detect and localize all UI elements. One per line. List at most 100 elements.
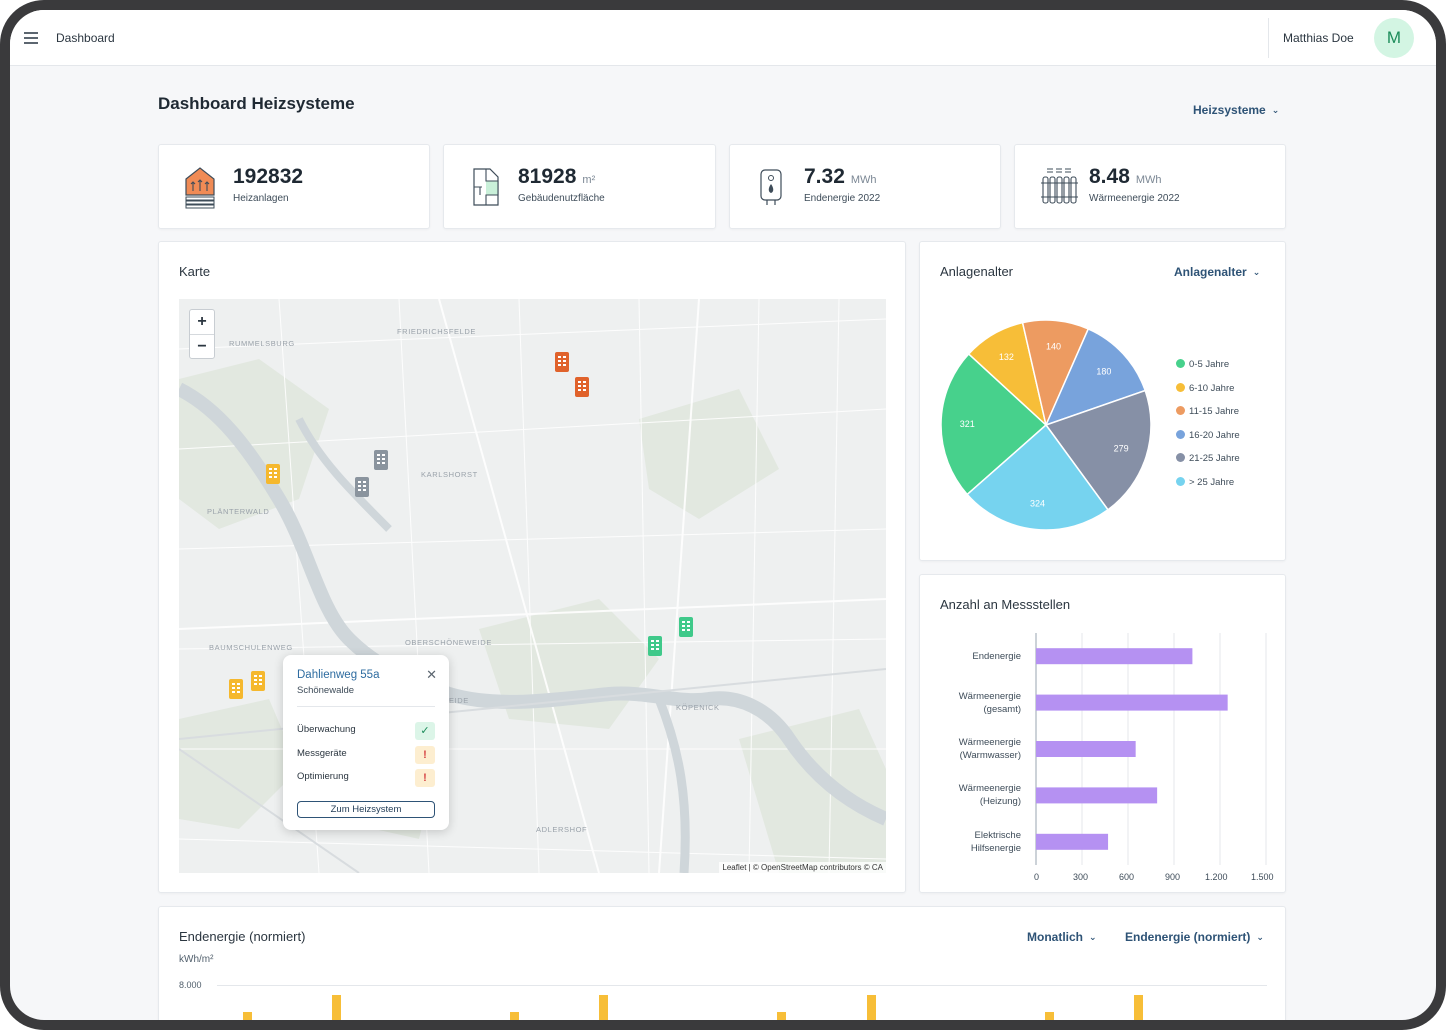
legend-label: 16-20 Jahre <box>1189 429 1240 441</box>
legend-dot <box>1176 359 1185 368</box>
map-label: OBERSCHÖNEWEIDE <box>405 638 492 647</box>
pie-slice[interactable] <box>940 352 1048 496</box>
heizsysteme-dropdown[interactable]: Heizsysteme ⌄ <box>1193 103 1279 117</box>
legend-item[interactable]: 11-15 Jahre <box>1176 406 1239 417</box>
topbar-divider <box>1268 18 1269 58</box>
map-label: ADLERSHOF <box>536 825 588 834</box>
building-marker-icon[interactable] <box>355 477 369 497</box>
map-view[interactable]: + − FRIEDRICHSFELDE RUMMELSBURG KARLSHOR… <box>179 299 886 873</box>
map-label: KÖPENICK <box>676 703 720 712</box>
zoom-in-button[interactable]: + <box>197 313 207 330</box>
pie-slice[interactable] <box>966 423 1110 531</box>
energy-bar <box>1045 1012 1054 1020</box>
kpi-card-nutzflaeche: 81928 m² Gebäudenutzfläche <box>443 144 716 229</box>
kpi-label: Endenergie 2022 <box>804 193 881 204</box>
bar-category-label: Wärmeenergie (gesamt) <box>958 690 1021 715</box>
avatar[interactable]: M <box>1374 18 1414 58</box>
popup-row-label: Überwachung <box>297 724 356 735</box>
energy-bar <box>1134 995 1143 1020</box>
heizsysteme-dropdown-label: Heizsysteme <box>1193 103 1266 117</box>
energy-bar <box>867 995 876 1020</box>
legend-label: > 25 Jahre <box>1189 477 1235 488</box>
building-marker-icon[interactable] <box>648 636 662 656</box>
popup-subtitle: Schönewalde <box>297 685 355 696</box>
legend-dot <box>1176 382 1185 392</box>
app-screen: Dashboard Matthias Doe M Dashboard Heizs… <box>10 10 1436 1020</box>
metric-dropdown[interactable]: Endenergie (normiert) ⌄ <box>1125 930 1264 944</box>
map-popup: Dahlienweg 55a Schönewalde ✕ Überwachung… <box>283 655 449 830</box>
measure-card: Anzahl an Messstellen Endenergie Wärmeene… <box>919 574 1286 893</box>
pie-slice-label: 132 <box>999 352 1014 362</box>
energy-bar <box>599 995 608 1020</box>
bar-xtick-label: 1.500 <box>1251 872 1274 882</box>
building-marker-icon[interactable] <box>374 450 388 470</box>
legend-item[interactable]: 0-5 Jahre <box>1176 359 1229 370</box>
legend-item[interactable]: 21-25 Jahre <box>1176 453 1240 464</box>
bar-category-label: Endenergie <box>972 650 1021 662</box>
top-bar: Dashboard Matthias Doe M <box>10 10 1436 66</box>
legend-dot <box>1176 477 1185 486</box>
bar-category-label: Wärmeenergie (Warmwasser) <box>958 737 1021 761</box>
map-attribution[interactable]: Leaflet | © OpenStreetMap contributors ©… <box>719 862 886 873</box>
energy-gridline <box>217 985 1267 986</box>
kpi-card-endenergie: 7.32 MWh Endenergie 2022 <box>729 144 1001 229</box>
anlagenalter-dropdown-label: Anlagenalter <box>1174 265 1247 279</box>
legend-label: 11-15 Jahre <box>1189 406 1239 418</box>
bar-xtick-label: 1.200 <box>1205 872 1228 882</box>
building-marker-icon[interactable] <box>679 617 693 637</box>
kpi-label: Heizanlagen <box>233 193 289 204</box>
map-label: BAUMSCHULENWEG <box>209 643 293 652</box>
pie-slice[interactable] <box>1044 389 1152 511</box>
bar[interactable] <box>1036 741 1136 757</box>
energy-bar <box>510 1012 519 1020</box>
legend-item[interactable]: > 25 Jahre <box>1176 477 1234 488</box>
kpi-value: 192832 <box>233 165 304 188</box>
legend-item[interactable]: 16-20 Jahre <box>1176 429 1240 441</box>
legend-item[interactable]: 6-10 Jahre <box>1176 382 1235 394</box>
pie-slice-label: 324 <box>1030 498 1045 508</box>
menu-icon[interactable] <box>24 32 40 44</box>
zoom-out-button[interactable]: − <box>190 334 214 358</box>
legend-label: 6-10 Jahre <box>1189 382 1235 394</box>
building-marker-icon[interactable] <box>266 464 280 484</box>
user-name[interactable]: Matthias Doe <box>1283 31 1354 45</box>
energy-card-title: Endenergie (normiert) <box>179 929 306 944</box>
legend-dot <box>1176 453 1185 463</box>
bar[interactable] <box>1036 787 1158 804</box>
popup-row-label: Optimierung <box>297 771 349 782</box>
energy-ytick: 8.000 <box>179 980 202 990</box>
energy-bar <box>332 995 341 1020</box>
bar-xtick-label: 300 <box>1073 872 1089 882</box>
bar[interactable] <box>1036 694 1228 711</box>
building-marker-icon[interactable] <box>555 352 569 372</box>
bar[interactable] <box>1036 648 1193 665</box>
pie-chart: 321 132 140 180 279 324 <box>940 319 1152 531</box>
popup-row-label: Messgeräte <box>297 748 347 759</box>
legend-dot <box>1176 429 1185 439</box>
zum-heizsystem-button[interactable]: Zum Heizsystem <box>297 801 435 818</box>
pie-slice[interactable] <box>1044 327 1147 427</box>
popup-divider <box>297 706 435 707</box>
energy-bar <box>777 1012 786 1020</box>
house-heating-icon <box>185 167 215 209</box>
map-label: PLÄNTERWALD <box>207 507 270 516</box>
pie-slice-label: 140 <box>1046 342 1061 352</box>
legend-label: 0-5 Jahre <box>1189 359 1230 370</box>
bar-xtick-label: 900 <box>1165 872 1181 882</box>
boiler-icon <box>760 169 782 205</box>
period-dropdown-label: Monatlich <box>1027 930 1083 944</box>
anlagenalter-dropdown[interactable]: Anlagenalter ⌄ <box>1174 265 1260 279</box>
building-marker-icon[interactable] <box>229 679 243 699</box>
bar[interactable] <box>1036 833 1109 850</box>
close-icon[interactable]: ✕ <box>426 667 437 682</box>
map-label: EIDE <box>449 696 469 705</box>
floor-plan-icon <box>473 168 499 206</box>
legend-dot <box>1176 406 1185 416</box>
building-marker-icon[interactable] <box>575 377 589 397</box>
building-marker-icon[interactable] <box>251 671 265 691</box>
metric-dropdown-label: Endenergie (normiert) <box>1125 930 1251 944</box>
pie-slice-label: 279 <box>1114 443 1129 453</box>
popup-title[interactable]: Dahlienweg 55a <box>297 669 380 681</box>
period-dropdown[interactable]: Monatlich ⌄ <box>1027 930 1097 944</box>
